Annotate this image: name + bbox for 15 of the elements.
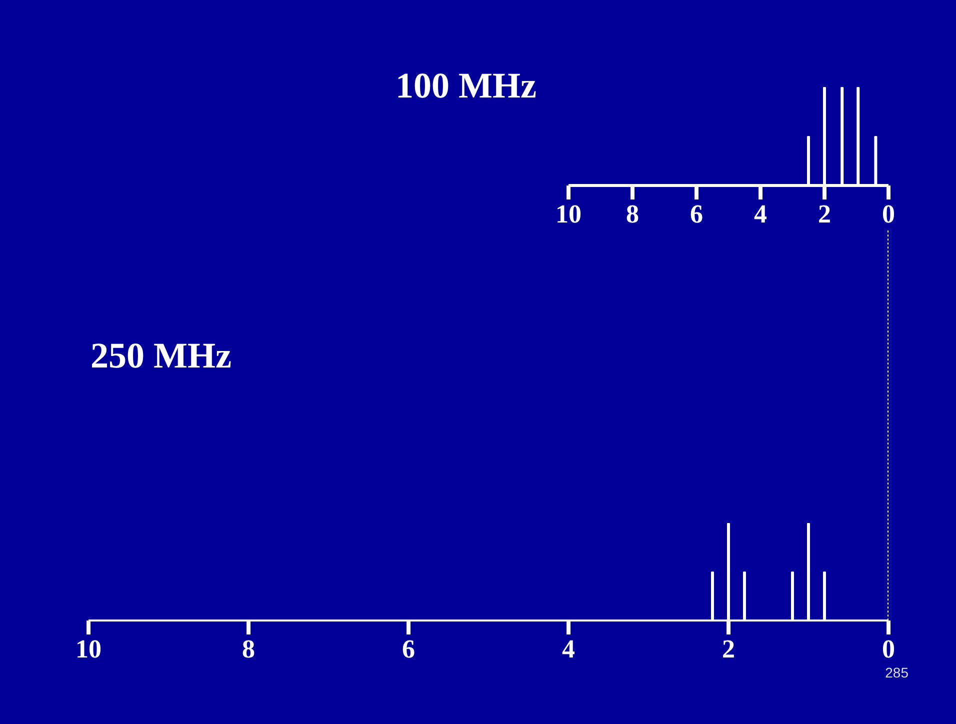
x-tick-label: 4 (754, 200, 767, 228)
text: 285 (885, 664, 909, 680)
x-tick-label: 8 (626, 200, 639, 228)
x-tick-label: 6 (690, 200, 703, 228)
x-tick-label: 0 (882, 200, 895, 228)
x-tick-label: 10 (76, 634, 102, 664)
x-tick-label: 10 (556, 200, 582, 228)
x-tick-label: 6 (402, 634, 415, 664)
chart-title: 250 MHz (90, 336, 232, 376)
x-tick-label: 0 (882, 634, 895, 664)
chart-title: 100 MHz (396, 66, 536, 106)
x-tick-label: 2 (722, 634, 735, 664)
x-tick-label: 8 (242, 634, 255, 664)
x-tick-label: 2 (818, 200, 831, 228)
x-tick-label: 4 (562, 634, 575, 664)
